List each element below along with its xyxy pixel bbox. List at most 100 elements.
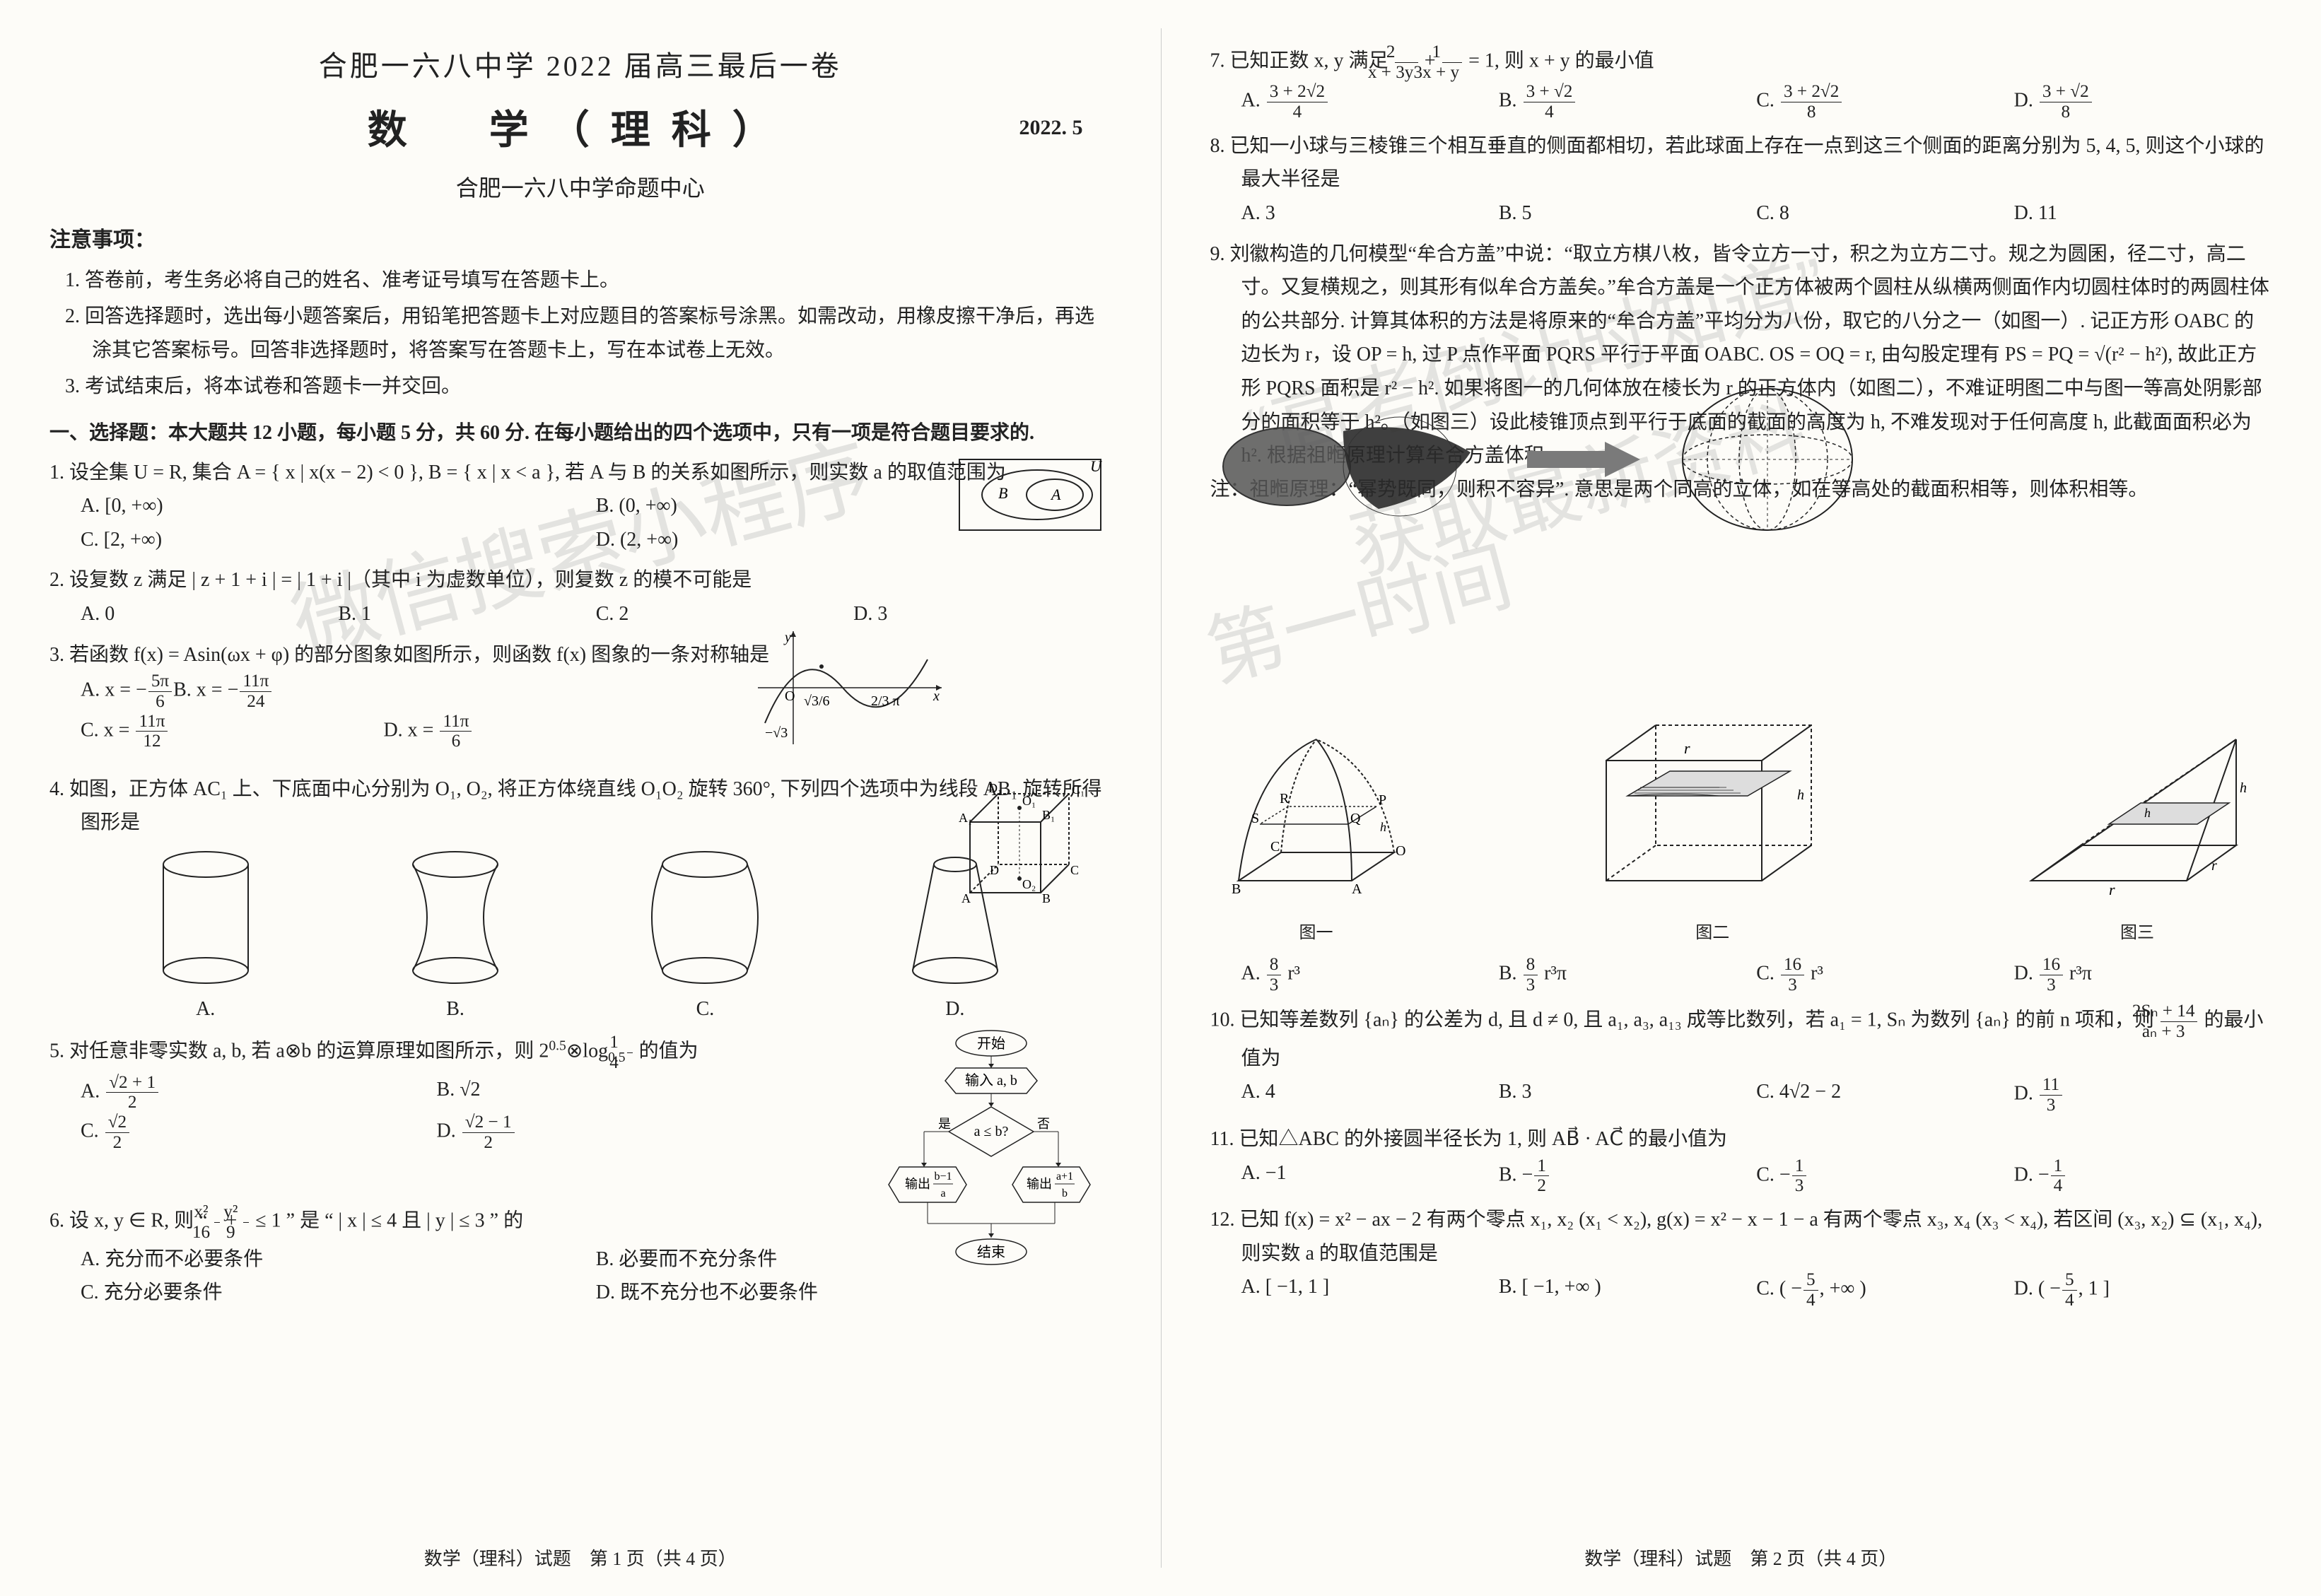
q10-text: 10. 已知等差数列 {aₙ} 的公差为 d, 且 d ≠ 0, 且 a₁, a… [1210, 1002, 2272, 1075]
arrow-right-icon [1527, 438, 1640, 481]
svg-text:A: A [1050, 486, 1061, 503]
title-school-line: 合肥一六八中学 2022 届高三最后一卷 [49, 42, 1111, 90]
q1-opt-a: A. [0, +∞) [81, 489, 596, 523]
svg-text:Q: Q [1350, 811, 1361, 826]
question-6: 6. 设 x, y ∈ R, 则 “ x²16 + y²9 ≤ 1 ” 是 “ … [49, 1202, 1111, 1310]
q12-opt: A. [ −1, 1 ] [1241, 1270, 1499, 1310]
svg-text:√3/6: √3/6 [804, 693, 830, 709]
paper-sheet: 微信搜索小程序 “高考倒计时知道” 获取最新资料 第一时间 合肥一六八中学 20… [0, 0, 2321, 1596]
svg-text:否: 否 [1037, 1117, 1050, 1131]
q6-opt: A. 充分而不必要条件 [81, 1243, 596, 1277]
question-4: 4. 如图，正方体 AC₁ 上、下底面中心分别为 O₁, O₂, 将正方体绕直线… [49, 773, 1111, 1026]
q9-opt: C. 163 r³ [1756, 955, 2013, 994]
q7-opt: B. 3 + √24 [1499, 82, 1756, 122]
q1-opt-c: C. [2, +∞) [81, 523, 596, 557]
venn-diagram-icon: U B A [956, 456, 1104, 534]
svg-text:U: U [1090, 457, 1103, 475]
question-8: 8. 已知一小球与三棱锥三个相互垂直的侧面都相切，若此球面上存在一点到这三个侧面… [1210, 129, 2272, 230]
notice-item: 2. 回答选择题时，选出每小题答案后，用铅笔把答题卡上对应题目的答案标号涂黑。如… [92, 300, 1111, 367]
q10-opt: B. 3 [1499, 1075, 1756, 1115]
svg-text:b−1: b−1 [934, 1170, 952, 1183]
notice-item: 1. 答卷前，考生务必将自己的姓名、准考证号填写在答题卡上。 [92, 264, 1111, 298]
q11-opt: D. −14 [2014, 1156, 2272, 1196]
q2-opt: B. 1 [338, 597, 595, 631]
svg-text:A₁: A₁ [959, 811, 972, 825]
question-2: 2. 设复数 z 满足 | z + 1 + i | = | 1 + i |（其中… [49, 563, 1111, 630]
svg-text:O₁: O₁ [1022, 794, 1036, 808]
svg-text:2/3 π: 2/3 π [871, 693, 900, 709]
q10-opt: C. 4√2 − 2 [1756, 1075, 2013, 1115]
section-1-heading: 一、选择题：本大题共 12 小题，每小题 5 分，共 60 分. 在每小题给出的… [49, 416, 1111, 450]
question-10: 10. 已知等差数列 {aₙ} 的公差为 d, 且 d ≠ 0, 且 a₁, a… [1210, 1002, 2272, 1115]
q4-shape-b: B. [399, 847, 512, 1026]
page-1: 合肥一六八中学 2022 届高三最后一卷 数 学（理科） 2022. 5 合肥一… [0, 0, 1161, 1596]
q5-opt-c: C. √22 [81, 1113, 437, 1152]
page-2-footer: 数学（理科）试题 第 2 页（共 4 页） [1161, 1544, 2321, 1575]
svg-text:O: O [785, 688, 795, 704]
exam-date: 2022. 5 [1019, 110, 1083, 146]
q3-opt-d: D. x = 11π6 [383, 712, 686, 751]
question-1: 1. 设全集 U = R, 集合 A = { x | x(x − 2) < 0 … [49, 456, 1111, 557]
sphere-wireframe-icon [1668, 375, 1866, 544]
sine-graph-icon: √3/6 2/3 π −√3 x y O [751, 624, 949, 751]
q8-text: 8. 已知一小球与三棱锥三个相互垂直的侧面都相切，若此球面上存在一点到这三个侧面… [1210, 129, 2272, 196]
svg-text:h: h [1797, 787, 1804, 803]
svg-text:输出: 输出 [1027, 1177, 1052, 1191]
title-subject: 数 学（理科） [49, 98, 1111, 165]
svg-text:r: r [2109, 881, 2115, 898]
svg-text:a+1: a+1 [1056, 1170, 1072, 1183]
svg-text:A: A [1352, 881, 1362, 897]
q9-fig-1: B A O C S Q P R h 图一 [1210, 697, 1422, 948]
q8-opt: C. 8 [1756, 196, 2013, 230]
q5-opt-d: D. √2 − 12 [437, 1113, 793, 1152]
svg-text:B: B [998, 484, 1007, 502]
q4-shape-c: C. [648, 847, 761, 1026]
q2-opt: A. 0 [81, 597, 338, 631]
q10-opt: D. 113 [2014, 1075, 2272, 1115]
notice-heading: 注意事项： [49, 222, 1111, 258]
svg-text:b: b [1062, 1187, 1068, 1199]
svg-text:B: B [1232, 881, 1241, 897]
svg-text:r: r [1684, 739, 1690, 757]
svg-text:C₁: C₁ [1072, 782, 1085, 797]
question-9: 9. 刘徽构造的几何模型“牟合方盖”中说：“取立方棋八枚，皆令立方一寸，积之为立… [1210, 237, 2272, 995]
question-5: 5. 对任意非零实数 a, b, 若 a⊗b 的运算原理如图所示，则 20.5⊗… [49, 1033, 1111, 1195]
q5-opt-a: A. √2 + 12 [81, 1073, 437, 1113]
cube-diagram-icon: A B C D A₁ B₁ C₁ D₁ O₁ O₂ [949, 773, 1104, 928]
svg-text:h: h [2144, 806, 2151, 820]
svg-text:S: S [1251, 811, 1259, 826]
svg-text:a: a [940, 1187, 945, 1199]
q6-opt: D. 既不充分也不必要条件 [596, 1276, 1111, 1310]
q9-fig-3: r h r h 图三 [2003, 697, 2272, 948]
q11-opt: C. −13 [1756, 1156, 2013, 1196]
svg-text:h: h [2240, 780, 2247, 796]
q9-opt: D. 163 r³π [2014, 955, 2272, 994]
title-center: 合肥一六八中学命题中心 [49, 169, 1111, 207]
q4-shape-a: A. [149, 847, 262, 1026]
question-7: 7. 已知正数 x, y 满足 2x + 3y + 13x + y = 1, 则… [1210, 42, 2272, 122]
q2-text: 2. 设复数 z 满足 | z + 1 + i | = | 1 + i |（其中… [49, 563, 1111, 597]
svg-text:B: B [1042, 891, 1051, 905]
notice-item: 3. 考试结束后，将本试卷和答题卡一并交回。 [92, 370, 1111, 404]
q7-opt: C. 3 + 2√28 [1756, 82, 2013, 122]
svg-text:C: C [1270, 839, 1280, 855]
q6-opt: B. 必要而不充分条件 [596, 1243, 1111, 1277]
svg-text:D₁: D₁ [988, 781, 1002, 795]
question-3: 3. 若函数 f(x) = Asin(ωx + φ) 的部分图象如图所示，则函数… [49, 638, 1111, 765]
svg-text:B₁: B₁ [1042, 808, 1055, 822]
svg-text:C: C [1070, 863, 1079, 877]
svg-text:P: P [1379, 792, 1386, 808]
q8-opt: A. 3 [1241, 196, 1499, 230]
q8-opt: B. 5 [1499, 196, 1756, 230]
svg-text:D: D [990, 863, 999, 877]
q12-opt: D. ( −54, 1 ] [2014, 1270, 2272, 1310]
q3-opt-b: B. x = −11π24 [173, 671, 476, 711]
svg-text:开始: 开始 [977, 1035, 1005, 1052]
q12-opt: C. ( −54, +∞ ) [1756, 1270, 2013, 1310]
question-11: 11. 已知△ABC 的外接圆半径长为 1, 则 AB⃗ · AC⃗ 的最小值为… [1210, 1122, 2272, 1196]
q12-text: 12. 已知 f(x) = x² − ax − 2 有两个零点 x₁, x₂ (… [1210, 1203, 2272, 1270]
q5-opt-b: B. √2 [437, 1073, 793, 1113]
svg-text:输入 a, b: 输入 a, b [965, 1072, 1017, 1089]
svg-text:O: O [1396, 843, 1405, 859]
svg-text:r: r [2211, 858, 2217, 874]
